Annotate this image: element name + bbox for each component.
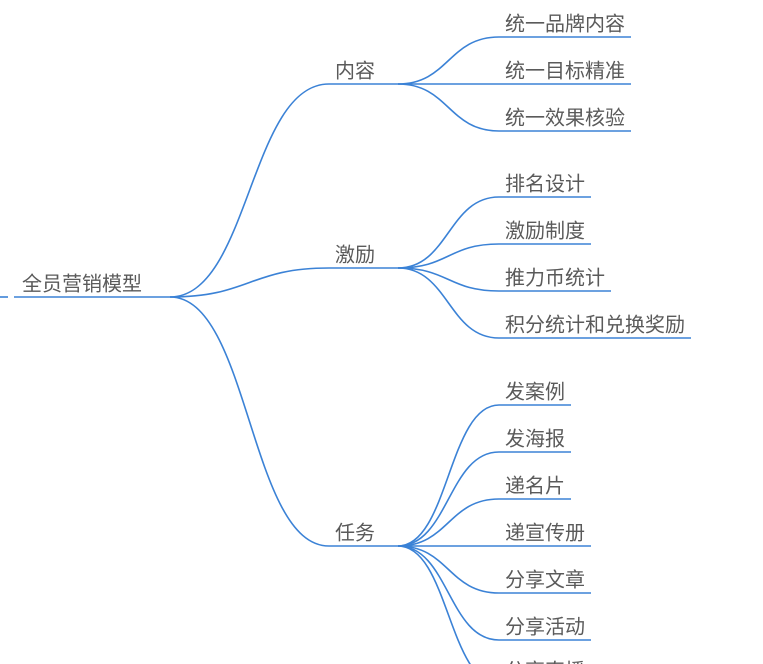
root-node-label: 全员营销模型 [22, 272, 142, 295]
leaf-node-label: 统一品牌内容 [505, 12, 625, 35]
connector-line [398, 546, 499, 640]
branch-node-label: 激励 [335, 243, 375, 266]
leaf-node-label: 分享直播 [505, 659, 585, 664]
connector-line [398, 84, 499, 131]
connector-line [398, 268, 499, 291]
connector-line [398, 244, 499, 268]
connector-line [398, 546, 499, 593]
leaf-node-label: 分享文章 [505, 568, 585, 591]
connector-line [398, 37, 499, 84]
branch-node-label: 任务 [335, 521, 375, 544]
leaf-node-label: 激励制度 [505, 219, 585, 242]
leaf-node-label: 分享活动 [505, 615, 585, 638]
leaf-node-label: 递名片 [505, 474, 565, 497]
connector-line [170, 297, 329, 546]
branch-node-label: 内容 [335, 59, 375, 82]
connector-line [398, 499, 499, 546]
leaf-node-label: 排名设计 [505, 172, 585, 195]
leaf-node-label: 积分统计和兑换奖励 [505, 313, 685, 336]
connector-line [170, 268, 329, 297]
connector-line [398, 197, 499, 268]
connector-line [398, 405, 499, 546]
connector-line [398, 268, 499, 338]
connector-line [398, 546, 499, 664]
leaf-node-label: 发海报 [505, 427, 565, 450]
leaf-node-label: 递宣传册 [505, 521, 585, 544]
leaf-node-label: 推力币统计 [505, 266, 605, 289]
leaf-node-label: 统一目标精准 [505, 59, 625, 82]
leaf-node-label: 统一效果核验 [505, 106, 625, 129]
connector-line [170, 84, 329, 297]
mindmap-diagram: 全员营销模型 内容 统一品牌内容统一目标精准统一效果核验激励 排名设计激励制度推力币统… [0, 0, 763, 664]
connector-line [398, 452, 499, 546]
leaf-node-label: 发案例 [505, 380, 565, 403]
